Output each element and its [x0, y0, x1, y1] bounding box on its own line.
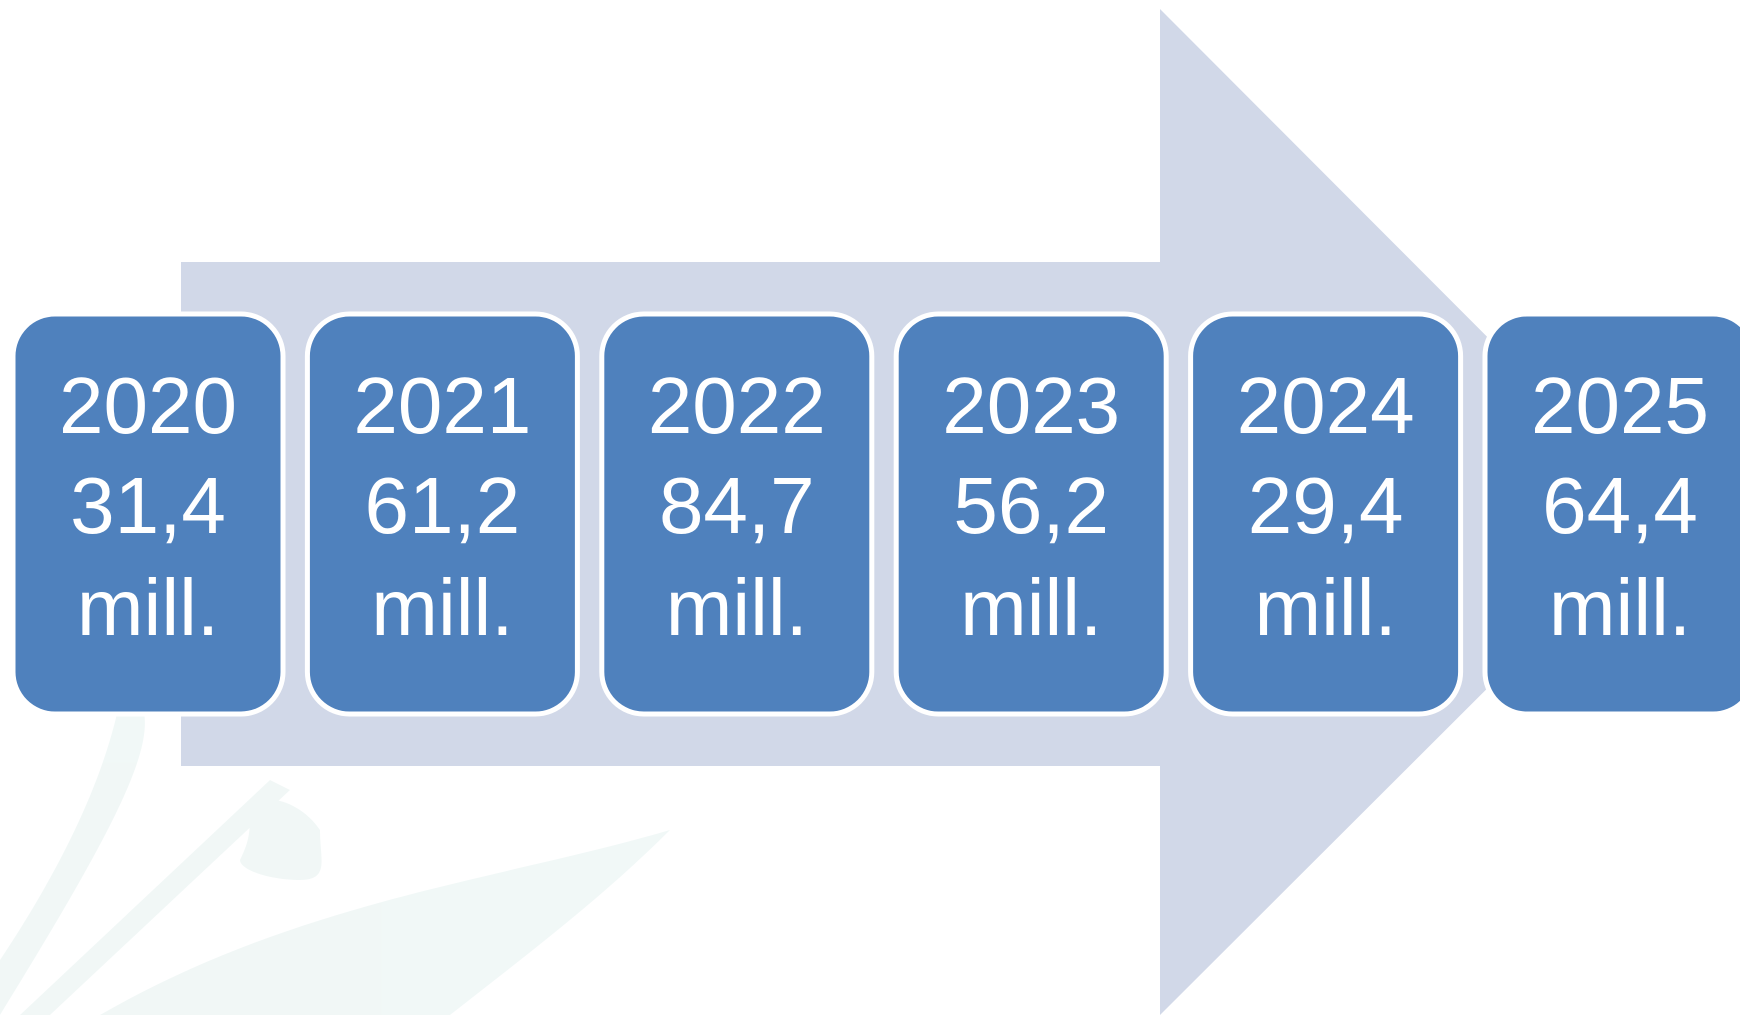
- box: [304, 311, 580, 717]
- unit: mill.: [1549, 563, 1691, 652]
- unit: mill.: [960, 563, 1102, 652]
- unit: mill.: [666, 563, 808, 652]
- box: [1482, 311, 1740, 717]
- box: [10, 311, 286, 717]
- box-group: 202031,4mill.202161,2mill.202284,7mill.2…: [10, 311, 1740, 717]
- year: 2022: [648, 361, 826, 450]
- unit: mill.: [371, 563, 513, 652]
- amount: 84,7: [659, 461, 815, 550]
- amount: 64,4: [1542, 461, 1698, 550]
- leaf: [0, 700, 145, 1015]
- amount: 29,4: [1248, 461, 1404, 550]
- amount: 61,2: [365, 461, 521, 550]
- background-decoration: [0, 700, 670, 1015]
- timeline-box: 2024 29,4 mill.: [1188, 311, 1464, 717]
- stem: [20, 780, 290, 1015]
- timeline-box: 2025 64,4 mill.: [1482, 311, 1740, 717]
- year: 2025: [1531, 361, 1709, 450]
- leaf: [100, 830, 670, 1015]
- year: 2021: [353, 361, 531, 450]
- amount: 31,4: [70, 461, 226, 550]
- flower: [240, 799, 322, 880]
- unit: mill.: [1255, 563, 1397, 652]
- year: 2024: [1237, 361, 1415, 450]
- year: 2020: [59, 361, 237, 450]
- box: [599, 311, 875, 717]
- timeline-box: 2022 84,7 mill.: [599, 311, 875, 717]
- timeline-box: 2020 31,4 mill.: [10, 311, 286, 717]
- timeline-box: 2023 56,2 mill.: [893, 311, 1169, 717]
- amount: 56,2: [953, 461, 1109, 550]
- timeline-box: 2021 61,2 mill.: [304, 311, 580, 717]
- box: [893, 311, 1169, 717]
- box: [1188, 311, 1464, 717]
- unit: mill.: [77, 563, 219, 652]
- year: 2023: [942, 361, 1120, 450]
